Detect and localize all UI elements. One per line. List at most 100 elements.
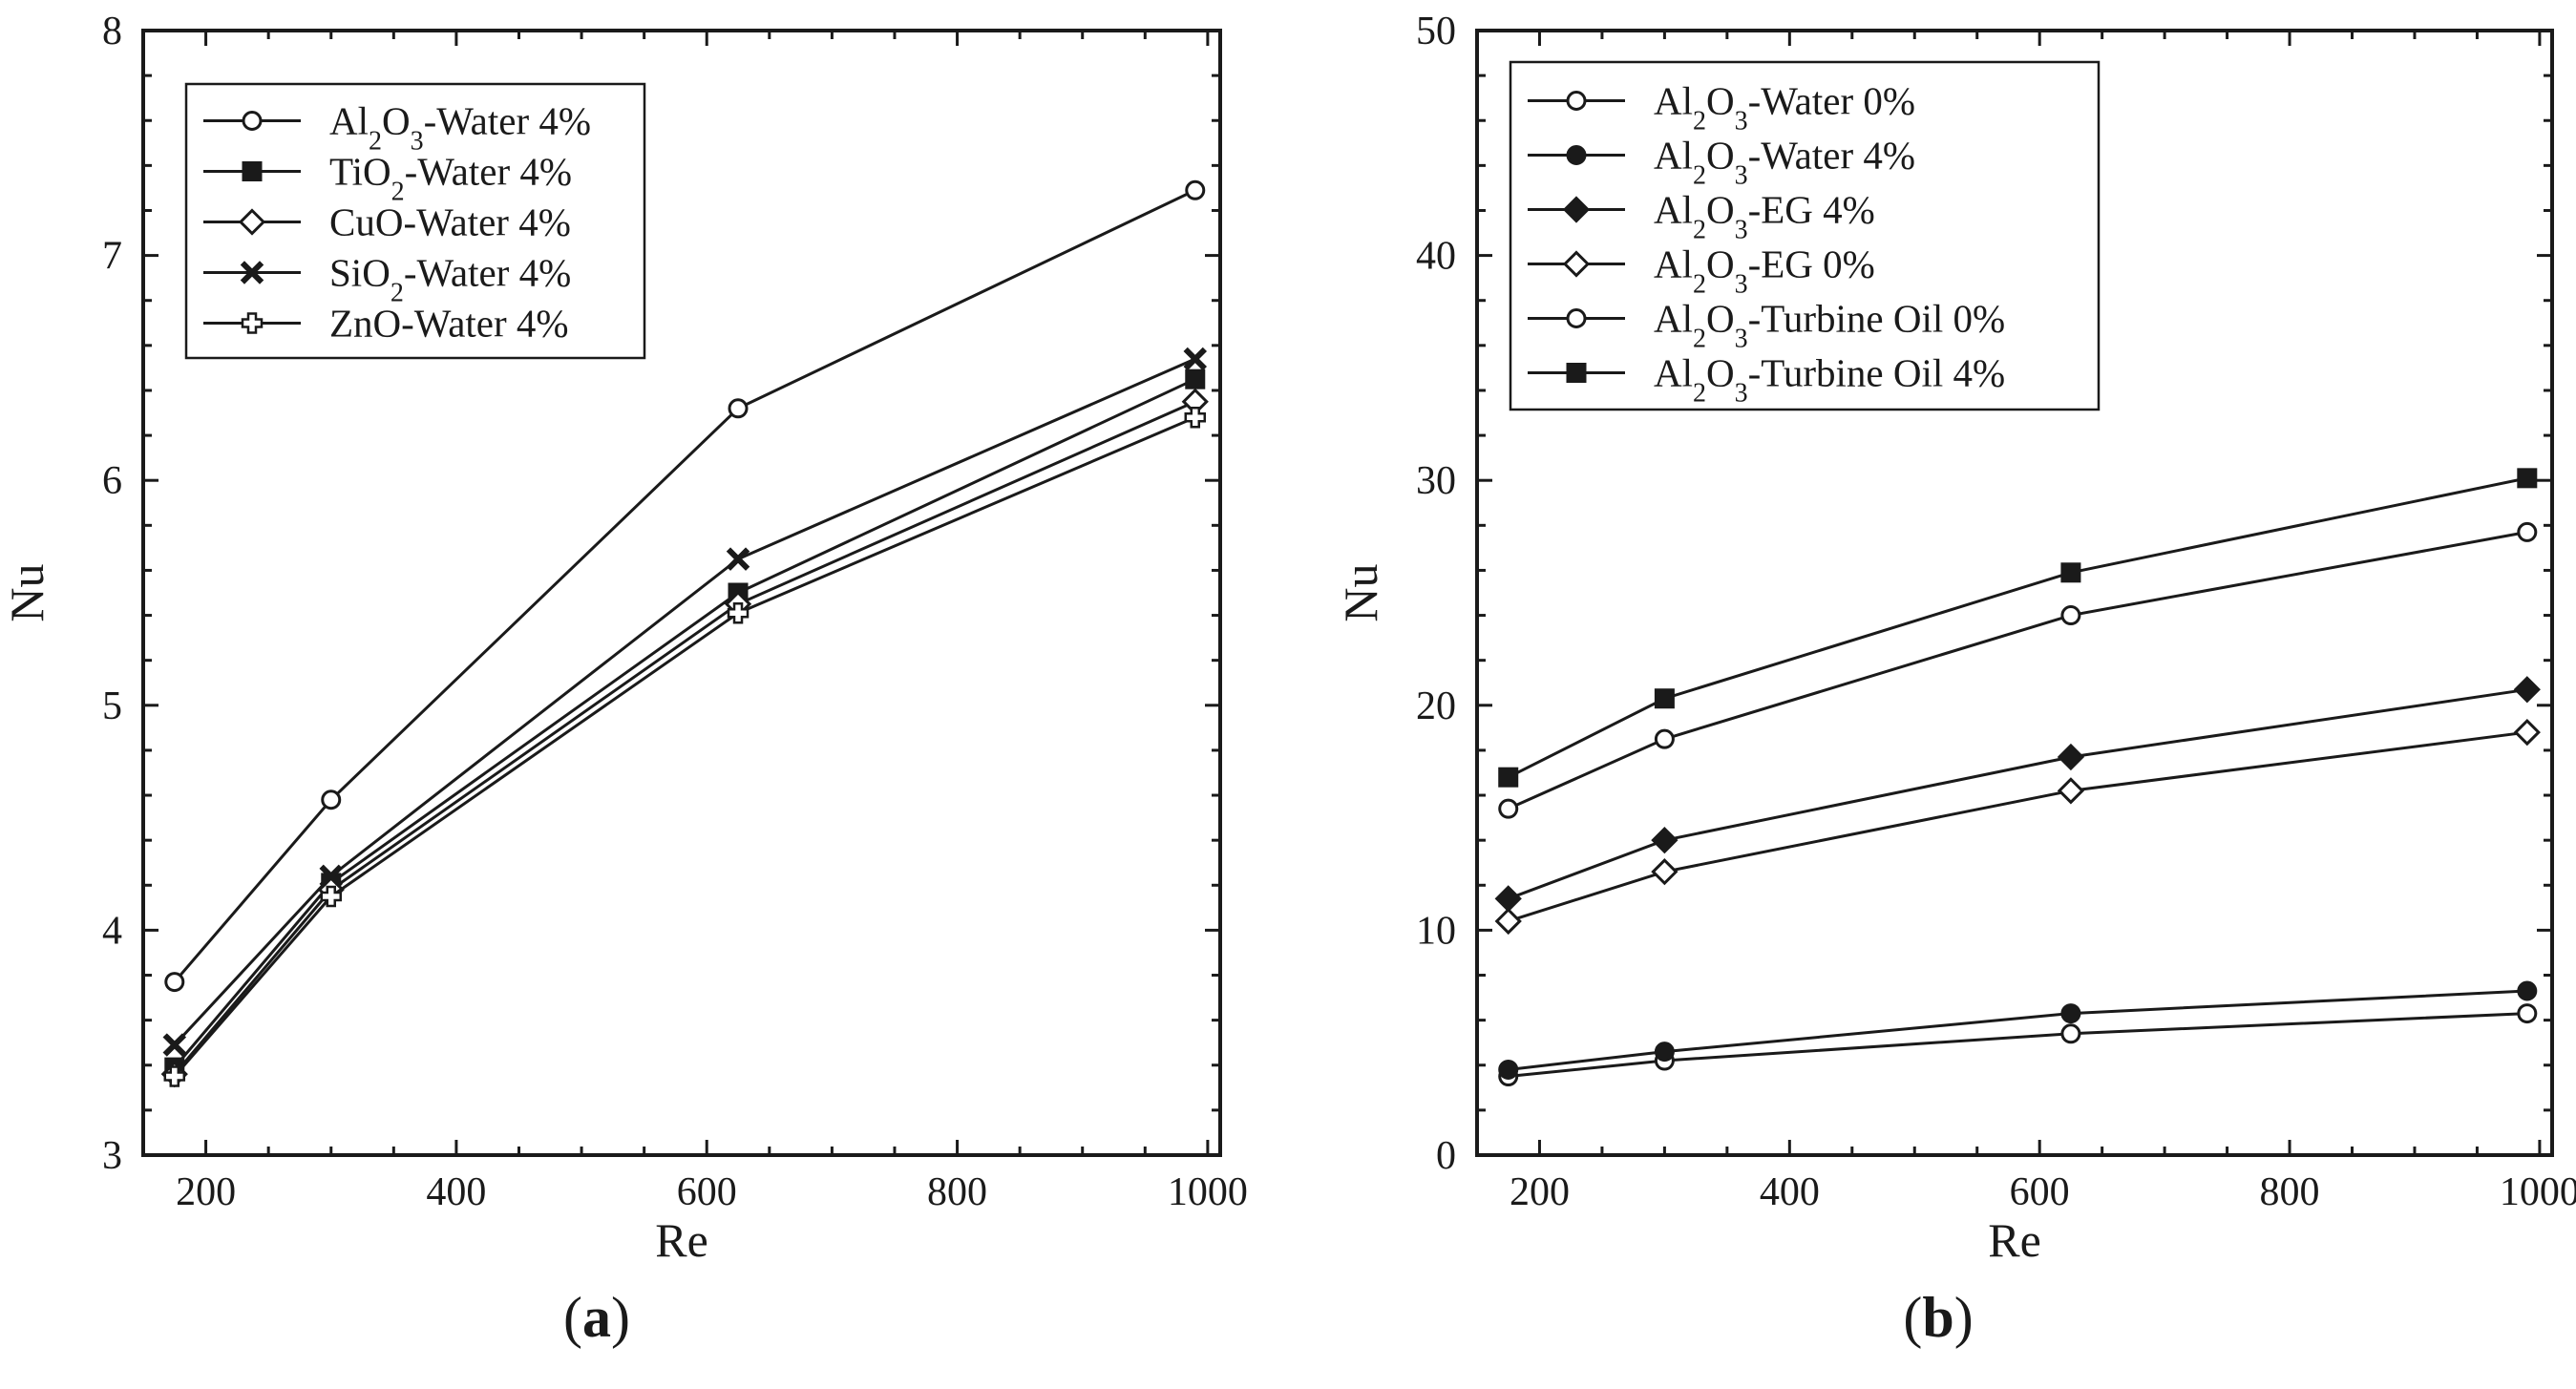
data-point-al2o3-water-4pct-b [1498,1059,1519,1080]
y-tick-label-a: 8 [102,10,122,53]
series-al2o3-turbine-oil-4pct-b [1498,468,2538,788]
legend-marker-tio2-water-4pct-a [242,161,263,181]
legend-marker-al2o3-water-4pct-a [242,111,263,131]
data-point-al2o3-water-4pct-a [728,398,749,419]
legend-marker-al2o3-water-0pct-b [1566,91,1587,111]
series-line-tio2-water-4pct-a [173,377,1196,1069]
data-point-al2o3-turbine-oil-0pct-b [1654,728,1675,749]
data-point-sio2-water-4pct-a [1183,347,1208,371]
series-al2o3-water-0pct-b [1498,1003,2538,1087]
series-line-cuo-water-4pct-a [173,400,1196,1076]
y-tick-label-a: 5 [102,684,122,728]
data-point-al2o3-eg-0pct-b [2513,718,2541,747]
legend-b: Al2O3-Water 0%Al2O3-Water 4%Al2O3-EG 4%A… [1509,60,2101,411]
x-tick-label-a: 800 [927,1170,987,1214]
panel-label-a: (a) [563,1286,630,1349]
data-point-al2o3-eg-0pct-b [1494,907,1522,936]
x-tick-label-b: 800 [2260,1170,2320,1214]
data-point-al2o3-eg-4pct-b [2513,676,2541,704]
legend-label-al2o3-water-4pct-a: Al2O3-Water 4% [329,99,591,157]
series-al2o3-eg-0pct-b [1494,718,2541,936]
data-point-al2o3-eg-4pct-b [2057,743,2085,771]
plot-frame-b [1475,29,2554,1157]
data-point-al2o3-eg-0pct-b [2057,777,2085,805]
legend-label-sio2-water-4pct-a: SiO2-Water 4% [329,251,571,308]
data-point-al2o3-water-4pct-b [1654,1042,1675,1063]
data-point-zno-water-4pct-a [163,1065,186,1087]
data-point-al2o3-water-4pct-b [2517,980,2538,1001]
x-tick-label-b: 1000 [2500,1170,2576,1214]
y-tick-label-a: 4 [102,909,122,953]
x-tick-label-a: 200 [176,1170,236,1214]
data-point-al2o3-turbine-oil-4pct-b [2060,562,2081,583]
y-tick-label-a: 3 [102,1134,122,1178]
data-point-al2o3-turbine-oil-4pct-b [1654,688,1675,709]
chart-panel-b: 200 400 600 800 1000 0 10 20 30 40 50 Re Nu Al2O3-Wat… [1334,10,2576,1267]
legend-label-zno-water-4pct-a: ZnO-Water 4% [329,302,569,346]
data-point-al2o3-water-0pct-b [2060,1023,2081,1044]
legend-marker-zno-water-4pct-a [241,312,264,334]
series-al2o3-water-4pct-b [1498,980,2538,1080]
legend-label-al2o3-water-4pct-b: Al2O3-Water 4% [1654,134,1915,191]
legend-box-b [1509,60,2101,411]
series-al2o3-eg-4pct-b [1494,676,2541,913]
series-cuo-water-4pct-a [160,388,1209,1088]
y-tick-label-a: 7 [102,235,122,279]
data-point-al2o3-turbine-oil-4pct-b [1498,767,1519,788]
legend-a: Al2O3-Water 4%TiO2-Water 4%CuO-Water 4% S… [184,82,646,360]
series-al2o3-water-4pct-a [164,179,1206,993]
series-line-al2o3-eg-0pct-b [1508,730,2528,923]
plot-frame-a [141,29,1222,1157]
legend-marker-al2o3-turbine-oil-4pct-b [1566,363,1587,383]
y-axis-label-b: Nu [1334,563,1387,621]
legend-label-al2o3-eg-4pct-b: Al2O3-EG 4% [1654,188,1875,245]
x-axis-label-a: Re [655,1213,708,1267]
chart-panel-a: 200 400 600 800 1000 3 4 5 6 7 8 Re Nu Al2O3-Water 4%… [0,10,1248,1267]
data-point-al2o3-eg-0pct-b [1651,858,1679,886]
data-point-sio2-water-4pct-a [319,864,343,889]
data-point-zno-water-4pct-a [727,601,750,624]
data-point-al2o3-eg-4pct-b [1651,827,1679,854]
data-point-sio2-water-4pct-a [726,547,750,571]
data-point-al2o3-eg-4pct-b [1494,885,1522,913]
y-tick-label-b: 20 [1416,684,1456,728]
series-tio2-water-4pct-a [164,368,1206,1078]
data-point-al2o3-turbine-oil-0pct-b [2517,521,2538,542]
y-axis-label-a: Nu [0,563,53,621]
data-point-al2o3-water-4pct-a [164,972,185,993]
legend-label-al2o3-turbine-oil-4pct-b: Al2O3-Turbine Oil 4% [1654,351,2005,409]
x-tick-label-b: 400 [1760,1170,1820,1214]
y-tick-label-b: 50 [1416,10,1456,53]
panel-label-b: (b) [1903,1286,1973,1349]
series-line-al2o3-turbine-oil-0pct-b [1508,530,2528,810]
y-tick-label-b: 0 [1436,1134,1456,1178]
data-point-al2o3-water-4pct-b [2060,1003,2081,1024]
data-point-al2o3-water-4pct-a [321,789,342,810]
legend-marker-sio2-water-4pct-a [240,261,264,284]
legend-marker-al2o3-eg-0pct-b [1562,250,1591,278]
data-point-sio2-water-4pct-a [162,1033,187,1057]
series-al2o3-turbine-oil-0pct-b [1498,521,2538,819]
data-point-zno-water-4pct-a [320,885,342,908]
series-line-al2o3-water-4pct-a [173,188,1196,983]
data-point-al2o3-turbine-oil-4pct-b [2517,468,2538,489]
x-tick-label-a: 1000 [1168,1170,1248,1214]
series-sio2-water-4pct-a [162,347,1208,1057]
legend-label-al2o3-eg-0pct-b: Al2O3-EG 0% [1654,242,1875,300]
y-tick-label-b: 40 [1416,235,1456,279]
y-tick-label-a: 6 [102,459,122,503]
data-point-zno-water-4pct-a [1184,406,1207,429]
y-tick-label-b: 10 [1416,909,1456,953]
data-point-al2o3-turbine-oil-0pct-b [2060,605,2081,626]
data-point-al2o3-water-4pct-a [1185,179,1206,200]
series-line-al2o3-water-4pct-b [1508,989,2527,1071]
series-line-sio2-water-4pct-a [173,357,1196,1046]
legend-marker-al2o3-water-4pct-b [1566,145,1587,165]
legend-label-al2o3-turbine-oil-0pct-b: Al2O3-Turbine Oil 0% [1654,297,2005,354]
data-point-tio2-water-4pct-a [1185,368,1206,389]
series-line-zno-water-4pct-a [173,415,1196,1078]
data-point-al2o3-turbine-oil-0pct-b [1498,798,1519,819]
legend-marker-cuo-water-4pct-a [238,208,266,236]
legend-label-al2o3-water-0pct-b: Al2O3-Water 0% [1654,79,1915,137]
